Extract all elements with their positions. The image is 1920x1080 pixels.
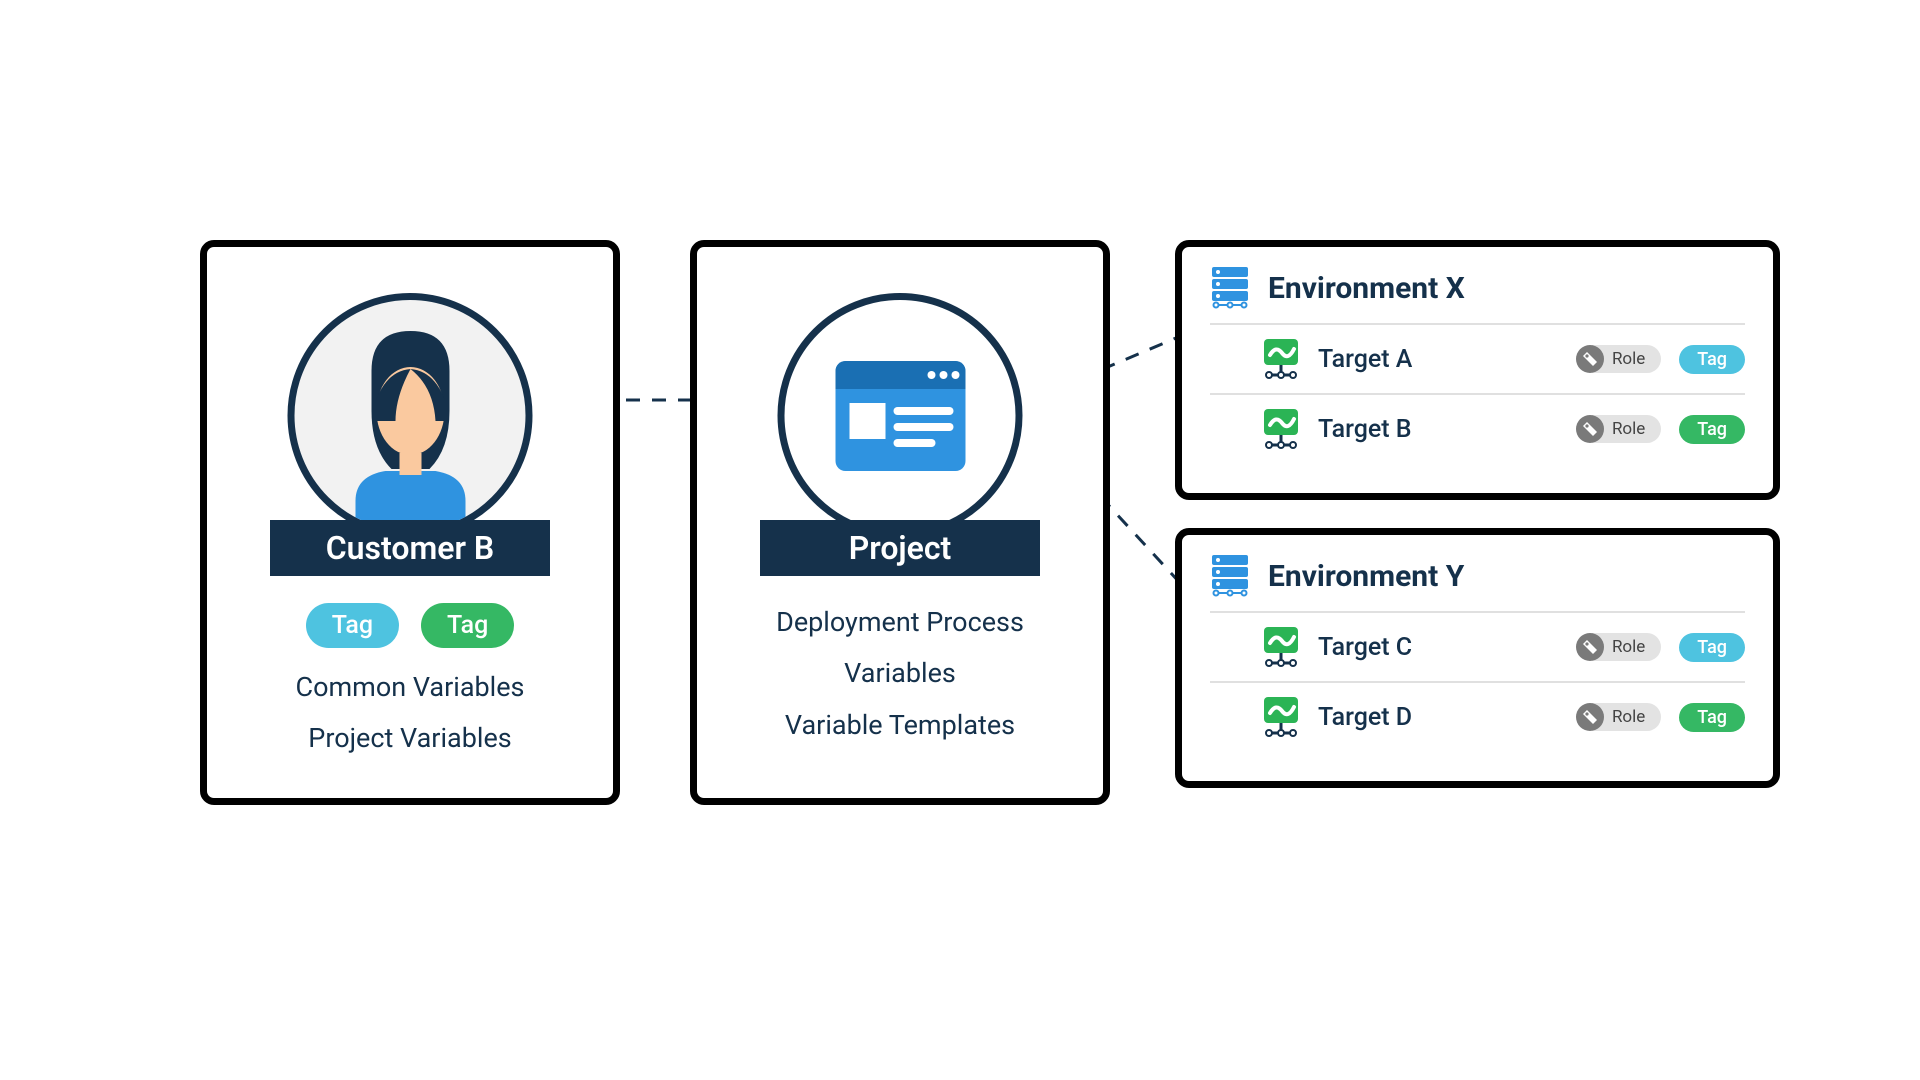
target-icon — [1262, 697, 1300, 737]
role-badge: Role — [1576, 345, 1661, 373]
customer-tag-row: Tag Tag — [207, 603, 613, 648]
tag-badge: Tag — [1679, 703, 1745, 732]
server-icon — [1210, 555, 1250, 597]
environment-card: Environment Y Target C Role Tag — [1175, 528, 1780, 788]
environment-header: Environment X — [1210, 267, 1745, 325]
project-lines: Deployment ProcessVariablesVariable Temp… — [697, 597, 1103, 751]
customer-lines: Common VariablesProject Variables — [207, 662, 613, 765]
target-label: Target B — [1318, 415, 1412, 444]
browser-window-icon — [835, 361, 965, 471]
environment-header: Environment Y — [1210, 555, 1745, 613]
tag-badge: Tag — [421, 603, 514, 648]
target-icon — [1262, 627, 1300, 667]
environment-title: Environment X — [1268, 271, 1465, 306]
target-row: Target D Role Tag — [1210, 683, 1745, 751]
project-line: Variables — [697, 648, 1103, 699]
tag-badge: Tag — [1679, 415, 1745, 444]
customer-line: Project Variables — [207, 713, 613, 764]
tag-icon — [1576, 703, 1604, 731]
diagram-canvas: Customer B TagTag Common VariablesProjec… — [0, 0, 1920, 1080]
environment-title: Environment Y — [1268, 559, 1464, 594]
target-row: Target C Role Tag — [1210, 613, 1745, 683]
target-label: Target C — [1318, 633, 1412, 662]
tag-badge: Tag — [1679, 345, 1745, 374]
role-badge: Role — [1576, 415, 1661, 443]
role-badge: Role — [1576, 703, 1661, 731]
target-row: Target B Role Tag — [1210, 395, 1745, 463]
environment-card: Environment X Target A Role Tag — [1175, 240, 1780, 500]
role-badge: Role — [1576, 633, 1661, 661]
tag-badge: Tag — [306, 603, 399, 648]
person-icon — [295, 301, 525, 531]
customer-card: Customer B Tag Tag Common VariablesProjec… — [200, 240, 620, 805]
tag-icon — [1576, 345, 1604, 373]
customer-title: Customer B — [270, 520, 550, 576]
customer-avatar-circle — [288, 293, 533, 538]
target-row: Target A Role Tag — [1210, 325, 1745, 395]
project-line: Variable Templates — [697, 700, 1103, 751]
target-label: Target D — [1318, 703, 1412, 732]
tag-icon — [1576, 633, 1604, 661]
project-line: Deployment Process — [697, 597, 1103, 648]
customer-line: Common Variables — [207, 662, 613, 713]
project-avatar-circle — [778, 293, 1023, 538]
project-title: Project — [760, 520, 1040, 576]
target-icon — [1262, 339, 1300, 379]
server-icon — [1210, 267, 1250, 309]
target-icon — [1262, 409, 1300, 449]
tag-icon — [1576, 415, 1604, 443]
project-card: Project Deployment ProcessVariablesVaria… — [690, 240, 1110, 805]
target-label: Target A — [1318, 345, 1412, 374]
tag-badge: Tag — [1679, 633, 1745, 662]
